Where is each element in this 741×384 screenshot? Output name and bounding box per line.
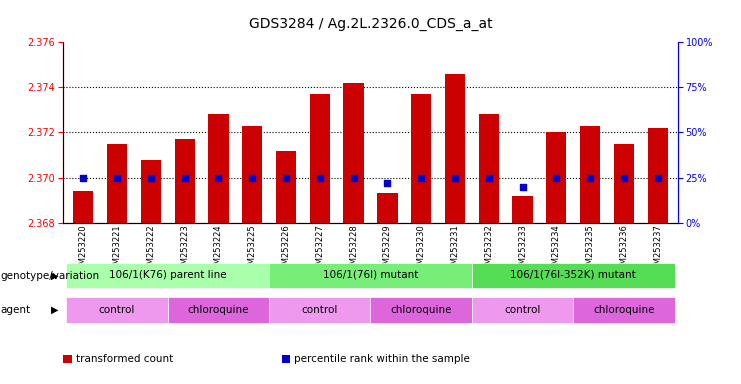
Bar: [242, 126, 262, 223]
Text: transformed count: transformed count: [76, 354, 173, 364]
Text: GDS3284 / Ag.2L.2326.0_CDS_a_at: GDS3284 / Ag.2L.2326.0_CDS_a_at: [249, 17, 492, 31]
Text: control: control: [302, 305, 338, 314]
Point: [584, 174, 596, 181]
Text: ▶: ▶: [51, 270, 59, 281]
Bar: [208, 114, 228, 223]
Bar: [67, 263, 269, 288]
Bar: [73, 191, 93, 223]
Bar: [67, 297, 167, 323]
Text: 106/1(K76) parent line: 106/1(K76) parent line: [109, 270, 227, 280]
Bar: [513, 195, 533, 223]
Bar: [344, 83, 364, 223]
Point: [77, 174, 89, 181]
Bar: [445, 74, 465, 223]
Bar: [479, 114, 499, 223]
Bar: [614, 144, 634, 223]
Bar: [648, 128, 668, 223]
Bar: [377, 194, 397, 223]
Bar: [370, 297, 472, 323]
Point: [246, 174, 258, 181]
Point: [516, 184, 528, 190]
Bar: [276, 151, 296, 223]
Bar: [574, 297, 674, 323]
Text: chloroquine: chloroquine: [594, 305, 655, 314]
Text: agent: agent: [1, 305, 31, 315]
Bar: [269, 263, 472, 288]
Text: control: control: [505, 305, 541, 314]
Bar: [472, 297, 574, 323]
Bar: [472, 263, 674, 288]
Bar: [546, 132, 567, 223]
Point: [551, 174, 562, 181]
Bar: [269, 297, 370, 323]
Point: [179, 174, 190, 181]
Point: [314, 174, 326, 181]
Text: chloroquine: chloroquine: [391, 305, 452, 314]
Point: [483, 174, 495, 181]
Bar: [174, 139, 195, 223]
Point: [145, 174, 157, 181]
Text: control: control: [99, 305, 136, 314]
Point: [449, 174, 461, 181]
Point: [618, 174, 630, 181]
Point: [415, 174, 427, 181]
Text: chloroquine: chloroquine: [187, 305, 249, 314]
Bar: [580, 126, 600, 223]
Bar: [107, 144, 127, 223]
Text: percentile rank within the sample: percentile rank within the sample: [294, 354, 470, 364]
Bar: [310, 94, 330, 223]
Point: [280, 174, 292, 181]
Text: ▶: ▶: [51, 305, 59, 315]
Bar: [141, 159, 161, 223]
Point: [111, 174, 123, 181]
Point: [213, 174, 225, 181]
Text: 106/1(76I) mutant: 106/1(76I) mutant: [323, 270, 418, 280]
Text: 106/1(76I-352K) mutant: 106/1(76I-352K) mutant: [511, 270, 636, 280]
Point: [382, 180, 393, 186]
Point: [652, 174, 664, 181]
Text: genotype/variation: genotype/variation: [1, 270, 100, 281]
Bar: [411, 94, 431, 223]
Bar: [167, 297, 269, 323]
Point: [348, 174, 359, 181]
